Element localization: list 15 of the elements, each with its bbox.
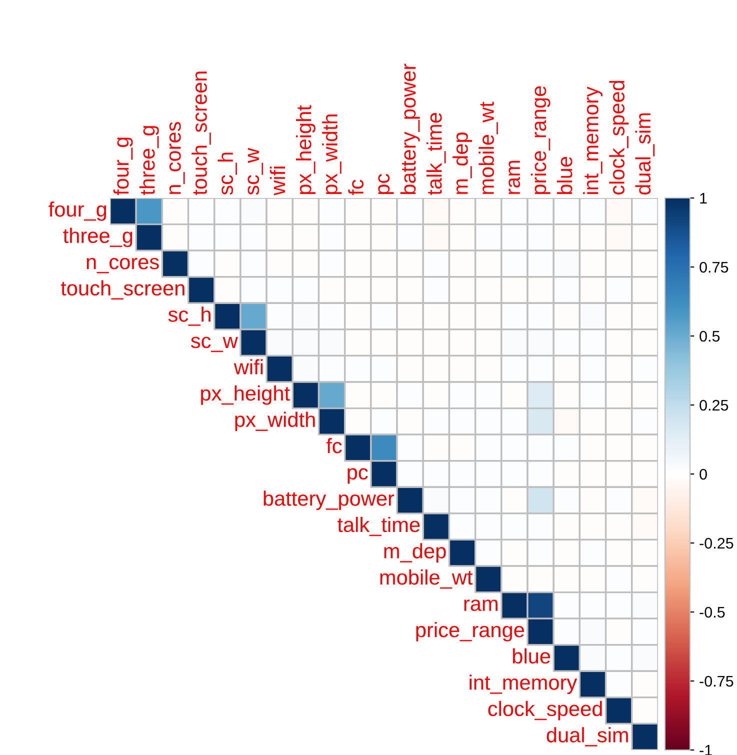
color-bar-label: 0.75	[700, 262, 728, 273]
x-tick-label: fc	[348, 180, 364, 196]
y-tick-label: wifi	[234, 359, 263, 374]
y-tick-label: touch_screen	[60, 280, 184, 300]
color-bar-label: -0.75	[700, 676, 734, 687]
y-tick-label: px_height	[201, 385, 290, 405]
color-bar-label: -0.5	[700, 606, 725, 618]
y-tick-label: talk_time	[337, 516, 420, 536]
y-tick-label: int_memory	[470, 674, 578, 694]
color-bar-label: 0.25	[700, 400, 728, 411]
color-bar-label: 1	[700, 193, 707, 204]
color-bar-label: -0.25	[700, 538, 734, 549]
x-tick-label: dual_sim	[635, 113, 654, 194]
color-bar-label: 0.5	[700, 330, 720, 342]
color-bar-label: 0	[700, 468, 707, 480]
